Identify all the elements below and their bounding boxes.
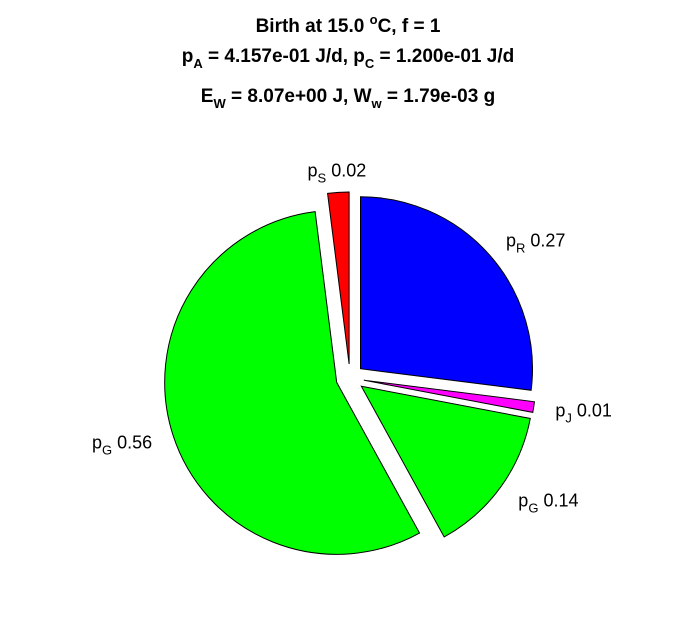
pie-slice-s-4 xyxy=(327,191,350,365)
title-line-1: Birth at 15.0 oC, f = 1 xyxy=(255,12,441,37)
pie-slice-j-1 xyxy=(363,379,536,414)
pie-slice-g-3 xyxy=(164,211,421,555)
slice-label-j-1: pJ 0.01 xyxy=(555,401,612,426)
title-line-3: EW = 8.07e+00 J, Ww = 1.79e-03 g xyxy=(200,86,496,111)
slice-label-g-3: pG 0.56 xyxy=(92,432,152,457)
pie-slices xyxy=(164,191,536,555)
pie-slice-r-0 xyxy=(360,196,534,391)
slice-label-r-0: pR 0.27 xyxy=(506,230,565,255)
slice-label-g-2: pG 0.14 xyxy=(518,490,578,515)
slice-label-s-4: pS 0.02 xyxy=(308,160,367,185)
pie-labels: pR 0.27 pJ 0.01 pG 0.14 pG 0.56 pS 0.02 xyxy=(92,160,612,515)
title-line-2: pA = 4.157e-01 J/d, pC = 1.200e-01 J/d xyxy=(181,46,515,71)
pie-slice-g-2 xyxy=(360,385,531,538)
